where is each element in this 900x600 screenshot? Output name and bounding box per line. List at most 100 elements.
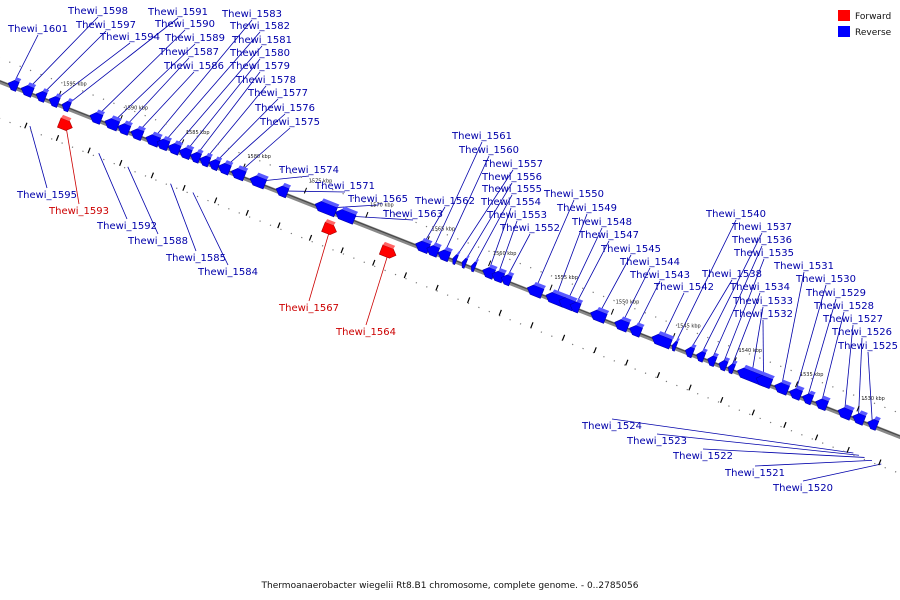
gene-arrow-shade [533, 282, 546, 290]
minor-tick [55, 134, 60, 142]
leader-line [443, 155, 490, 255]
gene-label-thewi-1583: Thewi_1583 [221, 9, 282, 20]
leader-line [223, 113, 286, 169]
kbp-tick-mark [365, 211, 369, 218]
leader-line [173, 45, 263, 149]
gene-label-thewi-1521: Thewi_1521 [724, 468, 785, 479]
gene-arrow-thewi-1556 [461, 257, 469, 269]
kbp-tick-label: 1560 kbp [493, 251, 517, 257]
gene-arrow-shade [256, 172, 269, 180]
leader-line [780, 271, 805, 389]
leader-line [751, 306, 764, 377]
gene-label-thewi-1581: Thewi_1581 [231, 35, 292, 46]
kbp-tick-label: 1540 kbp [739, 348, 763, 354]
gene-arrow-shade [781, 379, 792, 386]
gene-label-thewi-1545: Thewi_1545 [600, 244, 661, 255]
minor-tick [625, 359, 629, 366]
gene-arrow-shade [433, 242, 442, 248]
gene-arrow-thewi-1594 [48, 96, 61, 108]
gene-arrow-shade [61, 114, 72, 122]
genome-backbone [0, 57, 900, 473]
minor-tick [277, 222, 281, 229]
gene-label-thewi-1548: Thewi_1548 [571, 217, 632, 228]
gene-arrows [7, 77, 881, 431]
kbp-tick-mark [488, 260, 492, 267]
gene-label-thewi-1586: Thewi_1586 [163, 61, 224, 72]
gene-arrow-thewi-1527 [837, 407, 854, 421]
kbp-tick-label: 1550 kbp [616, 299, 640, 305]
minor-tick [593, 347, 597, 354]
gene-arrow-shade [498, 268, 507, 274]
gene-arrow-shade [702, 348, 708, 353]
gene-label-thewi-1540: Thewi_1540 [705, 209, 766, 220]
kbp-tick-label: 1535 kbp [800, 372, 824, 378]
gene-arrow-shade [809, 390, 816, 396]
leader-line [802, 463, 882, 482]
leader-line [762, 319, 764, 382]
gene-arrow-shade [111, 115, 122, 122]
gene-label-thewi-1524: Thewi_1524 [581, 421, 642, 432]
leader-line [699, 232, 763, 357]
kbp-tick-label: 1565 kbp [432, 227, 456, 233]
leader-line [98, 153, 128, 220]
gene-arrow-shade [658, 331, 675, 340]
gene-label-thewi-1563: Thewi_1563 [382, 209, 443, 220]
gene-label-thewi-1549: Thewi_1549 [556, 203, 617, 214]
gene-label-thewi-1601: Thewi_1601 [7, 24, 68, 35]
gene-label-thewi-1574: Thewi_1574 [278, 165, 339, 176]
gene-arrow-thewi-1532 [755, 374, 774, 389]
gene-arrow-shade [874, 416, 881, 422]
minor-tick [150, 172, 155, 179]
gene-label-thewi-1534: Thewi_1534 [729, 282, 790, 293]
gene-label-thewi-1587: Thewi_1587 [158, 47, 219, 58]
leader-line [620, 267, 651, 326]
gene-arrow-shade [224, 160, 234, 166]
gene-arrow-shade [206, 152, 213, 158]
kbp-tick-mark [795, 381, 799, 388]
leader-line [454, 169, 514, 260]
leader-line [844, 324, 854, 413]
gene-label-thewi-1567: Thewi_1567 [278, 303, 339, 314]
leader-line [806, 298, 837, 399]
gene-label-thewi-1577: Thewi_1577 [247, 88, 308, 99]
gene-arrow-shade [743, 364, 770, 378]
minor-tick [182, 184, 186, 191]
gene-arrow-shade [152, 131, 163, 138]
gene-arrow-shade [565, 294, 578, 302]
gene-arrow-thewi-1560 [437, 249, 452, 263]
gene-label-thewi-1520: Thewi_1520 [772, 483, 833, 494]
gene-arrow-shade [859, 410, 868, 417]
gene-label-thewi-1590: Thewi_1590 [154, 19, 215, 30]
leader-line [136, 71, 195, 134]
gene-label-thewi-1525: Thewi_1525 [837, 341, 898, 352]
gene-arrow-shade [215, 156, 223, 162]
gene-arrow-shade [552, 289, 569, 298]
leader-line [432, 141, 483, 251]
gene-arrow-shade [456, 251, 461, 256]
leader-line [65, 17, 179, 107]
gene-arrow-shade [762, 372, 775, 380]
leader-line [170, 183, 197, 252]
minor-tick [498, 309, 502, 316]
gene-label-thewi-1588: Thewi_1588 [127, 236, 188, 247]
leader-line [29, 125, 48, 189]
gene-label-thewi-1589: Thewi_1589 [164, 33, 225, 44]
gene-arrow-thewi-1557 [452, 254, 459, 265]
leader-line [127, 166, 159, 235]
gene-label-thewi-1576: Thewi_1576 [254, 103, 315, 114]
leader-line [308, 229, 331, 302]
gene-label-thewi-1564: Thewi_1564 [335, 327, 396, 338]
leader-line [688, 279, 733, 352]
minor-tick [466, 297, 471, 304]
leader-line [487, 207, 512, 273]
kbp-tick-label: 1580 kbp [247, 154, 271, 160]
gene-label-thewi-1561: Thewi_1561 [451, 131, 512, 142]
minor-tick [403, 272, 408, 279]
leader-line [597, 254, 632, 316]
kbp-tick-label: 1590 kbp [125, 106, 149, 112]
kbp-tick-mark [610, 308, 614, 315]
gene-label-thewi-1591: Thewi_1591 [147, 7, 208, 18]
gene-arrow-thewi-1540 [672, 340, 679, 352]
gene-label-thewi-1565: Thewi_1565 [347, 194, 408, 205]
gene-arrow-shade [342, 206, 359, 215]
